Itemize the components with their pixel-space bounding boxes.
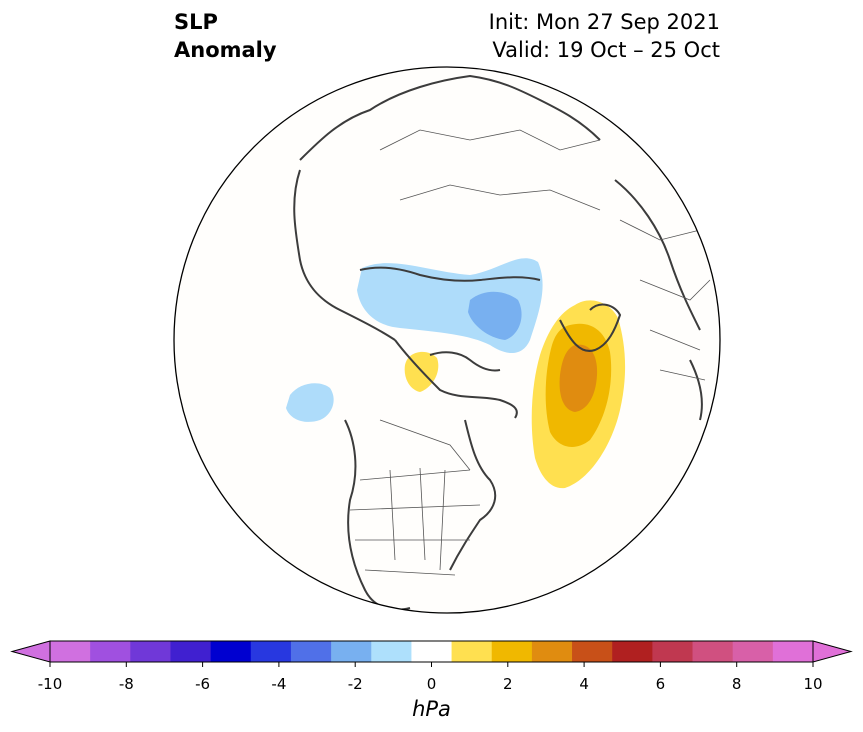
- colorbar-segment: [250, 641, 292, 662]
- anomaly-eurasia-arctic-low-core: [468, 291, 522, 340]
- colorbar-segment: [210, 641, 252, 662]
- colorbar-tick-label: -8: [119, 675, 134, 693]
- valid-range: Valid: 19 Oct – 25 Oct: [492, 38, 720, 62]
- colorbar-under-triangle: [10, 640, 51, 663]
- colorbar-segment: [531, 641, 573, 662]
- polar-map: [173, 66, 721, 614]
- colorbar-segment: [50, 641, 91, 662]
- map-dates: Init: Mon 27 Sep 2021 Valid: 19 Oct – 25…: [489, 8, 720, 64]
- init-date: Init: Mon 27 Sep 2021: [488, 10, 720, 34]
- anomaly-north-pacific-low: [286, 383, 334, 422]
- colorbar-unit-label: hPa: [412, 697, 451, 721]
- colorbar-tick-label: -2: [348, 675, 363, 693]
- title-variable-line1: SLP: [174, 10, 218, 34]
- colorbar-segment: [290, 641, 332, 662]
- colorbar-tick-label: 2: [503, 675, 513, 693]
- colorbar-segment: [692, 641, 734, 662]
- colorbar-segment: [371, 641, 412, 662]
- colorbar-segment: [331, 641, 372, 662]
- colorbar-tick-label: -6: [195, 675, 210, 693]
- colorbar-segment: [411, 641, 453, 662]
- colorbar-tick-label: -4: [271, 675, 286, 693]
- colorbar-segment: [170, 641, 212, 662]
- colorbar-tick-label: 6: [656, 675, 666, 693]
- colorbar-segment: [652, 641, 694, 662]
- colorbar-segment: [612, 641, 653, 662]
- colorbar-tick-label: 8: [732, 675, 742, 693]
- colorbar-segment: [491, 641, 533, 662]
- colorbar-segment: [732, 641, 774, 662]
- map-title: SLP Anomaly: [174, 8, 277, 64]
- colorbar-tick-label: 4: [579, 675, 589, 693]
- colorbar-tick-label: -10: [38, 675, 63, 693]
- anomaly-north-atlantic-high-3: [559, 344, 598, 412]
- colorbar-segment: [90, 641, 131, 662]
- globe-boundary: [173, 66, 721, 614]
- colorbar-segment: [451, 641, 493, 662]
- colorbar-tick-label: 10: [803, 675, 822, 693]
- colorbar-tick-label: 0: [427, 675, 437, 693]
- borders: [349, 129, 711, 576]
- colorbar-segment: [572, 641, 613, 662]
- anomaly-fills: [286, 74, 711, 611]
- title-variable-line2: Anomaly: [174, 38, 277, 62]
- colorbar-segment: [772, 641, 814, 662]
- colorbar-over-triangle: [812, 640, 853, 663]
- colorbar-segment: [130, 641, 171, 662]
